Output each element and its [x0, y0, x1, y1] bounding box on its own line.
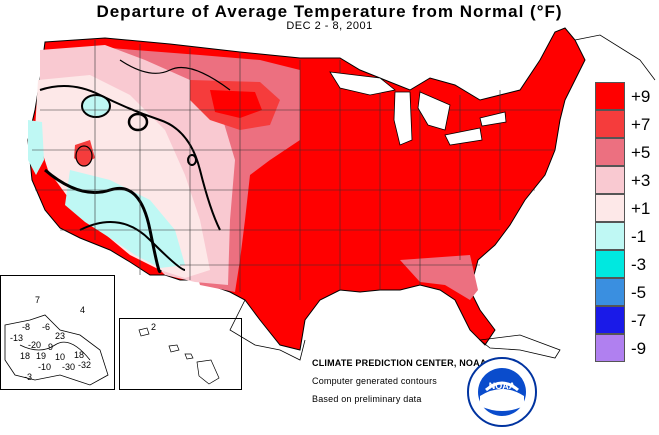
legend-label: +3	[631, 171, 651, 190]
hawaii-inset	[119, 318, 242, 390]
legend-swatch	[595, 166, 625, 194]
legend-label: -7	[631, 311, 647, 330]
noaa-logo-text: NOAA	[489, 381, 516, 391]
contour-loop	[81, 94, 111, 118]
legend-label: +5	[631, 143, 651, 162]
great-lakes	[329, 71, 396, 96]
alaska-value: -13	[10, 333, 24, 343]
alaska-value: 23	[55, 331, 66, 341]
alaska-value: -3	[24, 372, 33, 382]
alaska-value: 9	[48, 342, 54, 352]
alaska-value: -32	[78, 360, 92, 370]
great-lakes	[479, 111, 507, 127]
region-minus1-coast	[28, 120, 44, 175]
alaska-value: -30	[62, 362, 76, 372]
legend-label: +7	[631, 115, 651, 134]
credit-center: CLIMATE PREDICTION CENTER, NOAA	[312, 358, 487, 368]
legend-label: -9	[631, 339, 647, 358]
legend-swatch	[595, 334, 625, 362]
legend-swatch	[595, 82, 625, 110]
legend-label: +1	[631, 199, 651, 218]
region-plus5-southeast-coast	[400, 255, 478, 300]
alaska-inset	[0, 275, 115, 390]
contour-loop	[75, 145, 93, 167]
alaska-value: 7	[35, 295, 41, 305]
map-date-range: DEC 2 - 8, 2001	[286, 20, 373, 32]
alaska-value: 19	[36, 351, 47, 361]
alaska-value: 18	[20, 351, 31, 361]
alaska-value: -8	[22, 322, 31, 332]
contour-loop	[127, 112, 149, 132]
hawaii-map	[138, 327, 220, 385]
legend-swatch	[595, 194, 625, 222]
credit-data: Based on preliminary data	[312, 394, 422, 404]
legend-swatch	[595, 110, 625, 138]
state-boundaries	[32, 40, 560, 300]
alaska-map	[4, 314, 109, 386]
mexico-coast	[229, 299, 306, 361]
legend-swatch	[595, 222, 625, 250]
contour-line	[39, 85, 221, 231]
alaska-value: -20	[28, 340, 42, 350]
hawaii-value: 2	[151, 322, 157, 332]
contour-line	[119, 59, 231, 91]
contour-line	[44, 168, 162, 274]
contour-line	[79, 221, 186, 271]
alaska-value: 4	[80, 305, 86, 315]
contour-loop	[187, 154, 197, 166]
canada-coast	[574, 34, 656, 81]
legend-swatch	[595, 278, 625, 306]
great-lakes	[444, 127, 483, 146]
credit-contours: Computer generated contours	[312, 376, 437, 386]
legend-label: -3	[631, 255, 647, 274]
map-title: Departure of Average Temperature from No…	[96, 2, 563, 21]
alaska-value: 10	[55, 352, 66, 362]
region-plus9-minnesota	[210, 90, 262, 118]
legend-label: -1	[631, 227, 647, 246]
legend-label: +9	[631, 87, 651, 106]
legend-swatch	[595, 138, 625, 166]
legend-swatch	[595, 250, 625, 278]
great-lakes	[417, 91, 451, 131]
alaska-value: -6	[42, 322, 51, 332]
alaska-value: -10	[38, 362, 52, 372]
great-lakes	[393, 91, 413, 146]
alaska-value: 18	[74, 350, 85, 360]
legend-swatch	[595, 306, 625, 334]
noaa-logo: NOAA	[467, 357, 537, 427]
cuba-coast	[479, 334, 561, 359]
legend-label: -5	[631, 283, 647, 302]
